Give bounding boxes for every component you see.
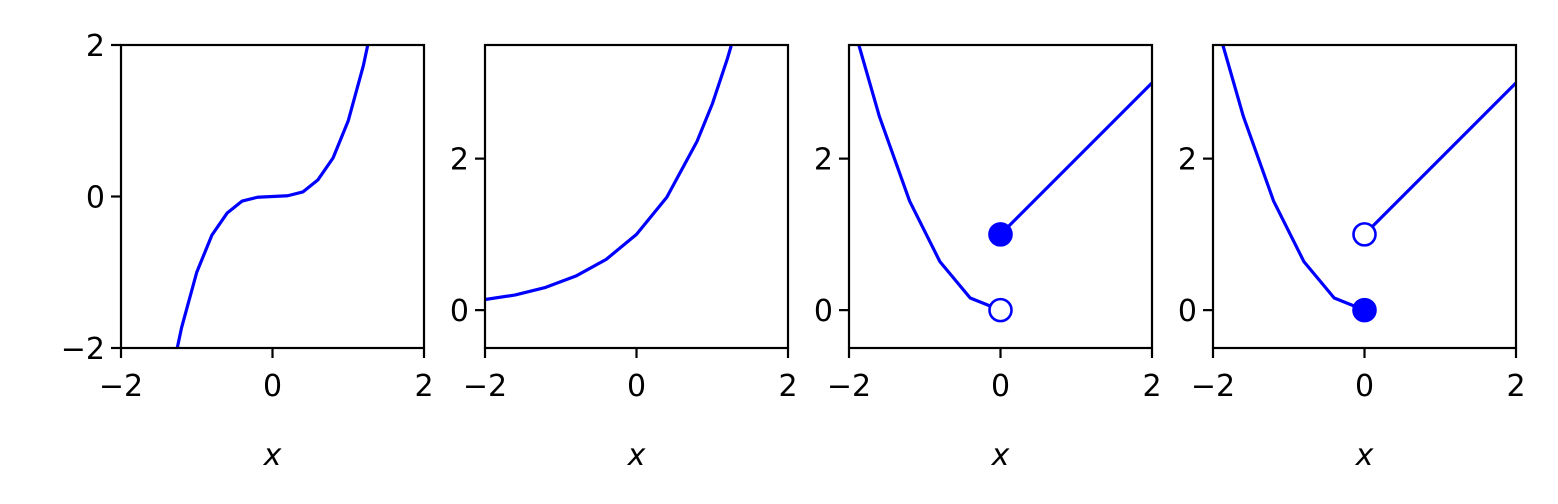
series-line-1	[175, 45, 370, 348]
subplot-1: −2 0 2 −2 0 2 x	[61, 29, 434, 473]
x-tick-label: 0	[263, 369, 282, 404]
y-tick-label: 0	[86, 181, 105, 216]
x-tick-label: −2	[99, 369, 143, 404]
y-tick-label: 0	[450, 294, 469, 329]
y-tick-label: 0	[1178, 294, 1197, 329]
y-tick-label: 0	[814, 294, 833, 329]
x-tick-label: 2	[1506, 369, 1525, 404]
series-line-1	[485, 45, 733, 302]
x-tick-label: 0	[627, 369, 646, 404]
open-point-marker	[1352, 222, 1377, 247]
x-tick-label: 2	[778, 369, 797, 404]
series-line-2	[999, 81, 1152, 236]
series-line-2	[1363, 81, 1516, 236]
x-axis-label: x	[263, 438, 282, 473]
subplot-4: −2 0 2 0 2 x	[1178, 43, 1526, 473]
x-tick-label: 0	[991, 369, 1010, 404]
axes-frame	[483, 43, 790, 350]
y-tick-label: 2	[86, 29, 105, 64]
x-tick-label: 2	[1142, 369, 1161, 404]
y-tick-label: 2	[1178, 143, 1197, 178]
x-tick-label: 2	[414, 369, 433, 404]
y-tick-label: 2	[450, 143, 469, 178]
y-tick-label: −2	[61, 332, 105, 367]
subplot-3: −2 0 2 0 2 x	[814, 43, 1162, 473]
series-line-1	[1221, 45, 1366, 312]
x-tick-label: −2	[463, 369, 507, 404]
filled-point-marker	[988, 222, 1013, 247]
series-line-1	[857, 45, 1002, 312]
filled-point-marker	[1352, 297, 1377, 323]
x-axis-label: x	[1355, 438, 1374, 473]
x-tick-label: −2	[827, 369, 871, 404]
y-tick-label: 2	[814, 143, 833, 178]
x-axis-label: x	[627, 438, 646, 473]
subplot-2: −2 0 2 0 2 x	[450, 43, 798, 473]
open-point-marker	[988, 297, 1013, 323]
x-tick-label: −2	[1191, 369, 1235, 404]
x-tick-label: 0	[1355, 369, 1374, 404]
x-axis-label: x	[991, 438, 1010, 473]
